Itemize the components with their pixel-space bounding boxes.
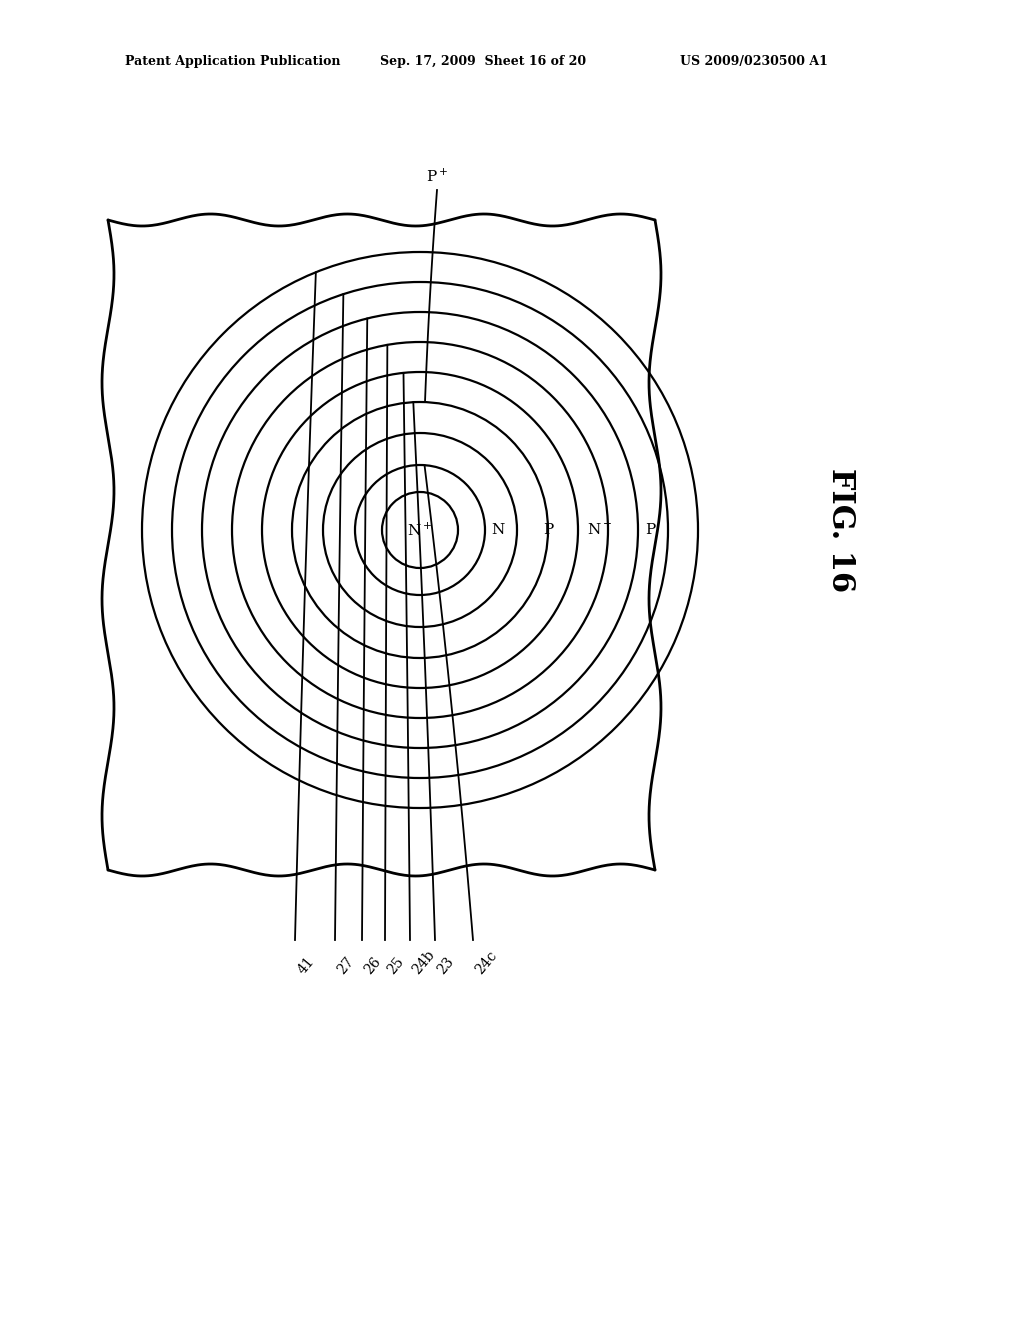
Text: N$^+$: N$^+$: [408, 521, 433, 539]
Text: 24b: 24b: [410, 948, 437, 977]
Text: FIG. 16: FIG. 16: [824, 467, 855, 593]
Text: P: P: [543, 523, 553, 537]
Text: P$^+$: P$^+$: [426, 168, 449, 185]
Text: 24c: 24c: [473, 949, 500, 977]
Text: US 2009/0230500 A1: US 2009/0230500 A1: [680, 55, 827, 69]
Text: 25: 25: [385, 954, 407, 977]
Text: N$^-$: N$^-$: [588, 523, 612, 537]
Text: 41: 41: [295, 954, 317, 977]
Text: P: P: [645, 523, 655, 537]
Text: 27: 27: [335, 954, 357, 977]
Text: N: N: [492, 523, 505, 537]
Text: 26: 26: [362, 954, 384, 977]
Text: 23: 23: [435, 954, 457, 977]
Text: Sep. 17, 2009  Sheet 16 of 20: Sep. 17, 2009 Sheet 16 of 20: [380, 55, 586, 69]
Text: Patent Application Publication: Patent Application Publication: [125, 55, 341, 69]
